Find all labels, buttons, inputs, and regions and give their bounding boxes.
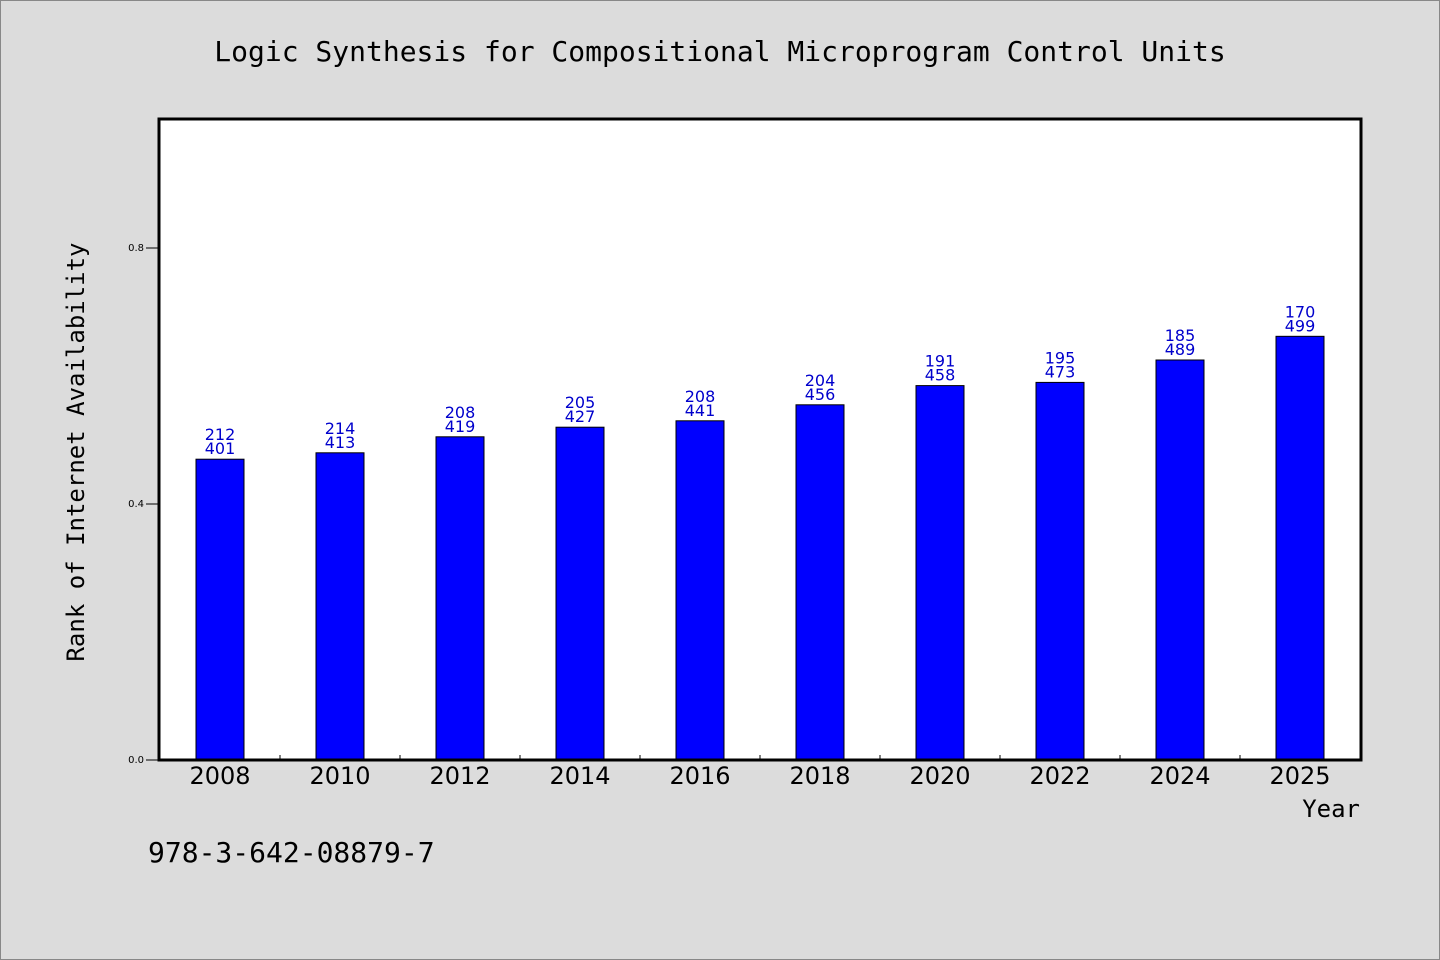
bar-2024 bbox=[1155, 359, 1205, 761]
bar-labels: 2124012144132084192054272084412044561914… bbox=[205, 302, 1316, 458]
bar-label-bottom: 489 bbox=[1165, 340, 1196, 359]
bar-2014 bbox=[555, 426, 605, 761]
x-tick-label: 2020 bbox=[909, 762, 970, 790]
bar-label-bottom: 473 bbox=[1045, 362, 1076, 381]
bar-2016 bbox=[675, 420, 725, 761]
bar-2008 bbox=[195, 458, 245, 761]
bar-label-bottom: 499 bbox=[1285, 316, 1316, 335]
x-tick-label: 2012 bbox=[429, 762, 490, 790]
bar-label-bottom: 427 bbox=[565, 407, 596, 426]
bar-label-top: 185 bbox=[1165, 326, 1196, 345]
bar-2010 bbox=[315, 452, 365, 761]
y-axis: 0.0 0.4 0.8 bbox=[128, 243, 158, 766]
x-axis-label: Year bbox=[1302, 795, 1360, 823]
bar-label-bottom: 458 bbox=[925, 366, 956, 385]
chart-title: Logic Synthesis for Compositional Microp… bbox=[214, 35, 1225, 68]
bar-2020 bbox=[915, 385, 965, 761]
x-axis: 2008 2010 2012 2014 2016 2018 2020 2022 2024 2025 bbox=[189, 755, 1331, 790]
y-tick-label: 0.8 bbox=[128, 243, 144, 254]
bar-label-bottom: 413 bbox=[325, 433, 356, 452]
y-tick-label: 0.4 bbox=[128, 499, 144, 510]
bar-label-top: 208 bbox=[445, 403, 476, 422]
bar-label-top: 205 bbox=[565, 393, 596, 412]
x-tick-label: 2008 bbox=[189, 762, 250, 790]
bar-label-top: 214 bbox=[325, 419, 356, 438]
bar-2012 bbox=[435, 436, 485, 761]
y-tick-label: 0.0 bbox=[128, 755, 144, 766]
x-tick-label: 2014 bbox=[549, 762, 610, 790]
x-tick-label: 2022 bbox=[1029, 762, 1090, 790]
bar-label-bottom: 419 bbox=[445, 417, 476, 436]
bar-label-top: 204 bbox=[805, 371, 836, 390]
x-tick-label: 2016 bbox=[669, 762, 730, 790]
bar-label-bottom: 456 bbox=[805, 385, 836, 404]
plot-border bbox=[157, 117, 1363, 762]
bar-2025 bbox=[1275, 335, 1325, 761]
x-tick-label: 2018 bbox=[789, 762, 850, 790]
bar-2022 bbox=[1035, 381, 1085, 761]
bar-2018 bbox=[795, 404, 845, 761]
x-tick-label: 2024 bbox=[1149, 762, 1210, 790]
x-tick-label: 2010 bbox=[309, 762, 370, 790]
bar-label-top: 195 bbox=[1045, 348, 1076, 367]
bar-label-top: 212 bbox=[205, 425, 236, 444]
bar-label-top: 170 bbox=[1285, 302, 1316, 321]
bar-label-top: 191 bbox=[925, 352, 956, 371]
y-axis-label: Rank of Internet Availability bbox=[62, 242, 90, 661]
x-tick-label: 2025 bbox=[1269, 762, 1330, 790]
bars bbox=[195, 335, 1325, 761]
bar-label-top: 208 bbox=[685, 387, 716, 406]
bar-label-bottom: 401 bbox=[205, 439, 236, 458]
isbn-text: 978-3-642-08879-7 bbox=[148, 836, 435, 869]
bar-label-bottom: 441 bbox=[685, 401, 716, 420]
